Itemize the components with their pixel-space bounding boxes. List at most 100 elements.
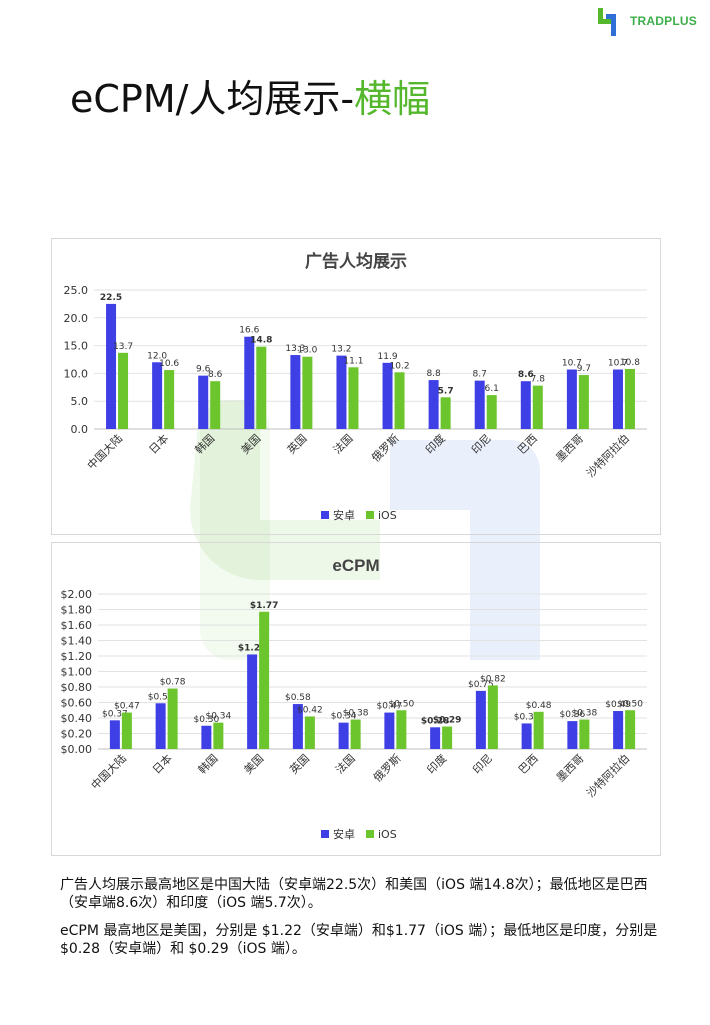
bar-ios [625, 710, 636, 749]
data-label: $0.29 [433, 716, 461, 726]
data-label: $0.50 [388, 699, 414, 709]
chart-title: 广告人均展示 [305, 251, 407, 271]
legend-label-ios: iOS [378, 828, 397, 841]
data-label: 13.7 [113, 342, 133, 352]
bar-ios [579, 719, 590, 749]
x-tick-label: 印尼 [470, 752, 495, 777]
bar-ios [259, 611, 270, 749]
data-label: 5.7 [438, 386, 454, 396]
y-tick-label: $0.00 [61, 743, 93, 756]
y-tick-label: $1.20 [61, 650, 93, 663]
data-label: $0.42 [297, 705, 323, 715]
x-tick-label: 巴西 [515, 432, 540, 457]
bar-android [382, 362, 393, 429]
x-tick-label: 韩国 [192, 431, 217, 456]
y-tick-label: $1.00 [61, 666, 93, 679]
bar-ios [350, 719, 361, 749]
chart-title: eCPM [332, 556, 379, 575]
data-label: $0.30 [193, 715, 219, 725]
data-label: $0.36 [559, 710, 585, 720]
bar-ios [164, 370, 175, 429]
bar-ios [302, 356, 313, 429]
data-label: 22.5 [100, 293, 122, 303]
tradplus-watermark-icon [190, 400, 540, 660]
data-label: $0.50 [617, 699, 643, 709]
data-label: 10.8 [620, 358, 640, 368]
data-label: $0.48 [526, 701, 552, 711]
data-label: $1.77 [250, 601, 278, 611]
data-label: 10.7 [608, 359, 628, 369]
bar-ios [256, 346, 267, 429]
y-tick-label: $2.00 [61, 588, 93, 601]
x-tick-label: 中国大陆 [84, 431, 125, 472]
bar-android [201, 725, 212, 749]
data-label: $0.82 [480, 674, 506, 684]
x-tick-label: 印尼 [469, 432, 494, 457]
x-tick-label: 美国 [239, 432, 264, 457]
data-label: $0.34 [205, 712, 231, 722]
data-label: 10.7 [562, 359, 582, 369]
bar-ios [121, 712, 132, 749]
bar-ios [486, 395, 497, 429]
data-label: $0.38 [571, 709, 597, 719]
bar-android [292, 704, 303, 749]
data-label: 8.7 [473, 370, 487, 380]
bar-android [612, 369, 623, 429]
bar-android [430, 727, 441, 749]
x-tick-label: 韩国 [195, 751, 220, 776]
data-label: 16.6 [239, 326, 259, 336]
data-label: $0.37 [102, 709, 128, 719]
x-tick-label: 墨西哥 [553, 432, 586, 465]
legend-swatch-android [321, 511, 329, 519]
x-tick-label: 巴西 [516, 752, 541, 777]
legend-label-android: 安卓 [333, 508, 355, 522]
data-label: 10.6 [159, 359, 179, 369]
data-label: $0.78 [160, 678, 186, 688]
data-label: $0.47 [114, 702, 140, 712]
bar-android [428, 380, 439, 429]
bar-ios [304, 716, 315, 749]
bar-ios [578, 375, 589, 429]
bar-android [613, 711, 624, 749]
legend-swatch-ios [366, 511, 374, 519]
data-label: 9.6 [196, 365, 211, 375]
x-tick-label: 英国 [284, 431, 309, 456]
logo-text: TRADPLUS [630, 14, 697, 28]
y-tick-label: 15.0 [64, 340, 89, 353]
y-tick-label: $1.40 [61, 635, 93, 648]
bar-android [198, 375, 209, 429]
data-label: $0.59 [148, 692, 174, 702]
bar-ios [440, 397, 451, 429]
y-tick-label: 5.0 [71, 395, 89, 408]
chart-ecpm: eCPM $0.00 $0.20 $0.40 $0.60 $0.80 $1.00 $1.20 $… [51, 542, 661, 856]
bar-ios [624, 368, 635, 429]
data-label: 13.0 [297, 346, 317, 356]
summary-impressions: 广告人均展示最高地区是中国大陆（安卓端22.5次）和美国（iOS 端14.8次）… [60, 877, 648, 911]
bar-ios [532, 385, 543, 429]
data-label: 11.1 [343, 356, 363, 366]
legend-swatch-android [321, 830, 329, 838]
bar-android [152, 362, 163, 429]
bar-android [338, 722, 349, 749]
chart-ad-impressions-svg: 广告人均展示 0.0 5.0 10.0 15.0 20.0 25.0 22.5 13.7 中国大陆… [64, 251, 647, 522]
x-tick-label: 墨西哥 [554, 752, 587, 785]
page-title: eCPM/人均展示-横幅 [70, 68, 430, 123]
data-label: $0.28 [421, 716, 449, 726]
x-tick-label: 俄罗斯 [369, 432, 402, 465]
data-label: $0.58 [285, 693, 311, 703]
data-label: 7.8 [531, 375, 546, 385]
y-tick-label: 10.0 [64, 367, 89, 380]
data-label: 8.6 [208, 370, 223, 380]
x-tick-label: 法国 [330, 431, 355, 456]
bar-ios [442, 726, 453, 749]
x-tick-label: 法国 [332, 751, 357, 776]
y-tick-label: $0.60 [61, 697, 93, 710]
data-label: $0.38 [343, 709, 369, 719]
page-title-accent: 横幅 [354, 77, 431, 121]
bar-ios [533, 711, 544, 749]
page-title-main: eCPM/人均展示- [70, 77, 355, 121]
bar-android [384, 712, 395, 749]
bar-android [567, 721, 578, 749]
data-label: $0.33 [514, 712, 540, 722]
bar-android [521, 723, 532, 749]
